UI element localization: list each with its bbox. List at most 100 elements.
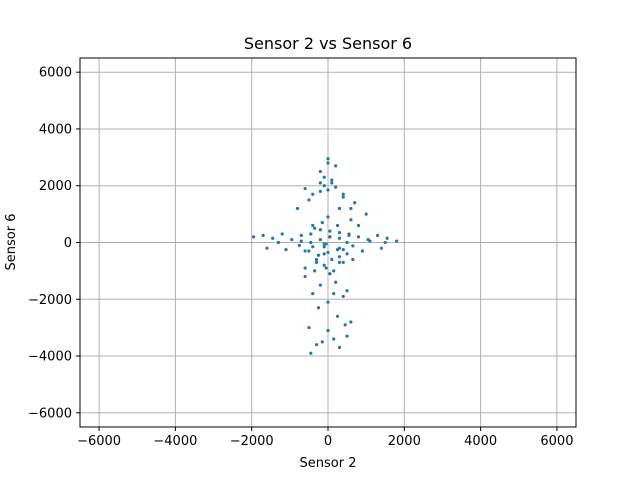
data-point <box>307 326 311 330</box>
data-point <box>320 221 324 225</box>
data-point <box>337 246 342 250</box>
data-point <box>326 300 330 304</box>
data-point <box>322 245 326 249</box>
data-point <box>330 257 334 262</box>
data-point <box>261 233 265 238</box>
data-point <box>345 240 349 245</box>
data-point <box>284 247 288 252</box>
data-point <box>309 232 313 236</box>
data-point <box>326 215 330 219</box>
data-point <box>311 291 315 296</box>
data-point <box>349 218 353 222</box>
y-tick-label: −6000 <box>28 406 72 421</box>
data-point <box>343 323 347 327</box>
data-point <box>351 257 355 262</box>
data-point <box>297 243 301 247</box>
data-point <box>265 246 269 250</box>
data-point <box>328 272 332 276</box>
data-point <box>383 240 387 245</box>
data-point <box>271 236 275 240</box>
x-tick-label: 4000 <box>464 434 497 449</box>
data-point <box>337 260 342 264</box>
x-tick-label: −2000 <box>230 434 274 449</box>
data-point <box>341 260 345 264</box>
data-point <box>303 249 307 253</box>
y-axis-label: Sensor 6 <box>4 214 19 271</box>
data-point <box>311 192 315 196</box>
data-point <box>356 223 361 228</box>
data-point <box>307 198 311 202</box>
data-point <box>299 239 303 243</box>
data-point <box>379 246 384 250</box>
data-point <box>318 238 322 242</box>
x-axis-label: Sensor 2 <box>300 456 357 471</box>
data-point <box>318 169 322 174</box>
data-point <box>349 206 353 211</box>
data-point <box>334 164 338 168</box>
y-tick-label: 2000 <box>39 179 72 194</box>
data-point <box>311 223 315 228</box>
data-point <box>385 236 389 240</box>
y-tick-label: 6000 <box>39 66 72 81</box>
data-point <box>303 266 307 270</box>
data-point <box>314 343 319 347</box>
data-point <box>395 239 399 243</box>
data-point <box>314 257 319 262</box>
x-tick-label: 0 <box>324 434 332 449</box>
data-point <box>376 233 380 238</box>
data-point <box>290 238 294 242</box>
data-point <box>345 334 349 338</box>
data-point <box>316 253 321 257</box>
data-point <box>334 185 338 189</box>
data-point <box>349 320 353 324</box>
x-tick-label: 6000 <box>540 434 573 449</box>
data-point <box>318 189 322 194</box>
data-point <box>326 250 330 255</box>
data-point <box>341 195 345 199</box>
data-point <box>318 228 322 232</box>
data-point <box>320 340 324 344</box>
data-point <box>368 239 372 243</box>
x-tick-label: −6000 <box>77 434 121 449</box>
data-point <box>303 186 307 191</box>
data-point <box>335 223 340 228</box>
data-point <box>322 175 326 179</box>
data-point <box>351 244 355 248</box>
y-tick-label: −2000 <box>28 293 72 308</box>
data-point <box>322 263 326 267</box>
data-point <box>326 161 330 165</box>
data-point <box>324 266 328 270</box>
data-point <box>332 269 336 273</box>
data-point <box>299 233 303 238</box>
data-point <box>364 212 368 216</box>
data-point <box>322 184 326 188</box>
data-point <box>332 291 336 296</box>
data-point <box>318 181 322 185</box>
data-point <box>252 235 256 239</box>
y-tick-label: −4000 <box>28 350 72 365</box>
data-point <box>345 289 349 293</box>
data-point <box>280 232 284 236</box>
data-point <box>337 230 342 235</box>
data-point <box>341 294 345 299</box>
data-point <box>332 337 336 341</box>
data-point <box>313 226 317 230</box>
data-point <box>326 328 330 333</box>
data-point <box>313 269 317 273</box>
data-point <box>341 192 345 196</box>
data-point <box>334 280 338 284</box>
data-point <box>314 260 319 264</box>
data-point <box>330 181 334 185</box>
data-point <box>345 252 349 256</box>
data-point <box>316 306 321 310</box>
data-point <box>309 351 313 355</box>
y-tick-label: 0 <box>64 236 72 251</box>
data-point <box>328 235 332 239</box>
data-point <box>311 245 315 249</box>
data-point <box>360 249 364 253</box>
data-point <box>337 236 342 240</box>
data-point <box>337 255 342 259</box>
data-point <box>347 233 351 238</box>
data-point <box>353 201 357 205</box>
